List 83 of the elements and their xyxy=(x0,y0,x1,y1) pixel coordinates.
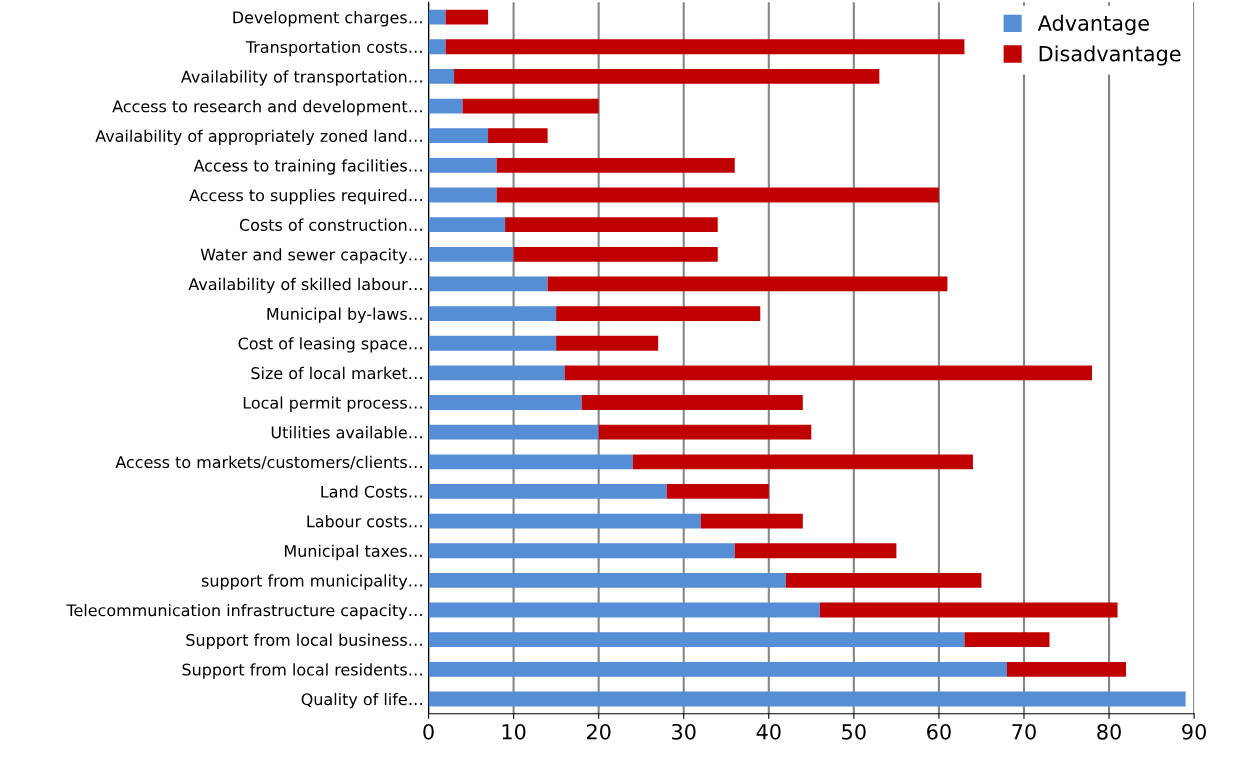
y-tick-label: Size of local market… xyxy=(251,366,422,380)
bar xyxy=(964,632,1050,648)
bar xyxy=(785,572,982,588)
x-tick-label: 80 xyxy=(1097,723,1121,740)
y-tick-label: Cost of leasing space… xyxy=(238,337,422,353)
y-tick-label: Land Costs… xyxy=(321,485,422,498)
bar xyxy=(428,157,497,173)
bar xyxy=(428,98,463,114)
x-tick-label: 60 xyxy=(927,723,951,740)
bar xyxy=(428,217,506,233)
y-tick-label: Access to training facilities… xyxy=(193,159,422,175)
y-tick-label: Costs of construction… xyxy=(239,218,422,231)
y-tick-label: Local permit process… xyxy=(243,396,422,412)
bar xyxy=(734,543,897,559)
bar xyxy=(454,69,880,84)
y-tick-label: Water and sewer capacity… xyxy=(200,248,422,264)
y-tick-label: Labour costs… xyxy=(307,515,422,528)
x-tick-label: 10 xyxy=(502,723,526,740)
bar xyxy=(428,128,489,144)
y-tick-label: Municipal by-laws… xyxy=(267,307,422,323)
legend-label: Disadvantage xyxy=(1039,45,1181,66)
bar xyxy=(428,513,701,529)
bar xyxy=(564,365,1093,381)
x-tick-label: 70 xyxy=(1012,723,1036,740)
y-tick-label: Access to research and development… xyxy=(112,100,422,116)
bar xyxy=(428,69,455,84)
y-tick-label: Access to supplies required… xyxy=(189,188,422,205)
y-tick-label: Availability of appropriately zoned land… xyxy=(95,129,422,146)
x-tick-label: 50 xyxy=(842,723,866,740)
bar xyxy=(598,424,812,440)
bar xyxy=(505,217,718,233)
x-tick-label: 20 xyxy=(586,723,611,740)
bar xyxy=(496,187,939,203)
y-tick-label: Transportation costs… xyxy=(245,40,422,57)
x-tick-label: 90 xyxy=(1182,723,1206,740)
y-tick-label: support from municipality… xyxy=(201,574,422,590)
bar xyxy=(428,365,565,381)
bar xyxy=(428,306,557,321)
bar xyxy=(462,98,599,114)
bar xyxy=(428,9,446,25)
bar xyxy=(428,276,548,292)
bar xyxy=(428,572,786,588)
legend-label: Advantage xyxy=(1037,14,1149,35)
bar xyxy=(428,602,820,618)
x-tick-label: 0 xyxy=(423,723,434,740)
y-tick-label: Quality of life… xyxy=(301,692,422,709)
bar xyxy=(496,157,735,173)
bar xyxy=(632,454,973,470)
bar xyxy=(428,39,446,55)
bar xyxy=(556,306,761,321)
y-tick-label: Support from local residents… xyxy=(182,663,422,679)
bar xyxy=(556,335,659,351)
bar xyxy=(428,335,557,351)
bar xyxy=(428,454,633,470)
bar xyxy=(666,484,769,499)
bar xyxy=(428,246,514,262)
bar xyxy=(445,9,489,25)
y-tick-label: Support from local business… xyxy=(186,633,422,650)
bar xyxy=(428,484,667,499)
bar xyxy=(428,543,735,559)
y-tick-label: Availability of transportation… xyxy=(181,70,422,86)
bar xyxy=(428,187,497,203)
y-tick-label: Development charges… xyxy=(233,11,422,27)
y-tick-label: Municipal taxes… xyxy=(284,544,422,561)
bar xyxy=(445,39,965,55)
bar xyxy=(581,395,803,410)
bar xyxy=(428,424,599,440)
bar xyxy=(488,128,548,144)
y-tick-label: Access to markets/customers/clients… xyxy=(115,455,422,470)
y-tick-label: Telecommunication infrastructure capacity… xyxy=(66,603,422,620)
y-tick-label: Utilities available… xyxy=(271,426,422,439)
bar xyxy=(700,513,803,529)
bar xyxy=(547,276,948,292)
bar xyxy=(513,246,718,262)
bar xyxy=(428,632,965,648)
bar xyxy=(428,395,582,410)
y-tick-label: Availability of skilled labour… xyxy=(188,277,422,294)
bar xyxy=(428,661,1007,677)
bar xyxy=(1006,661,1127,677)
bar xyxy=(819,602,1118,618)
x-tick-label: 40 xyxy=(756,723,781,740)
x-tick-label: 30 xyxy=(672,723,696,740)
bar xyxy=(428,691,1186,707)
